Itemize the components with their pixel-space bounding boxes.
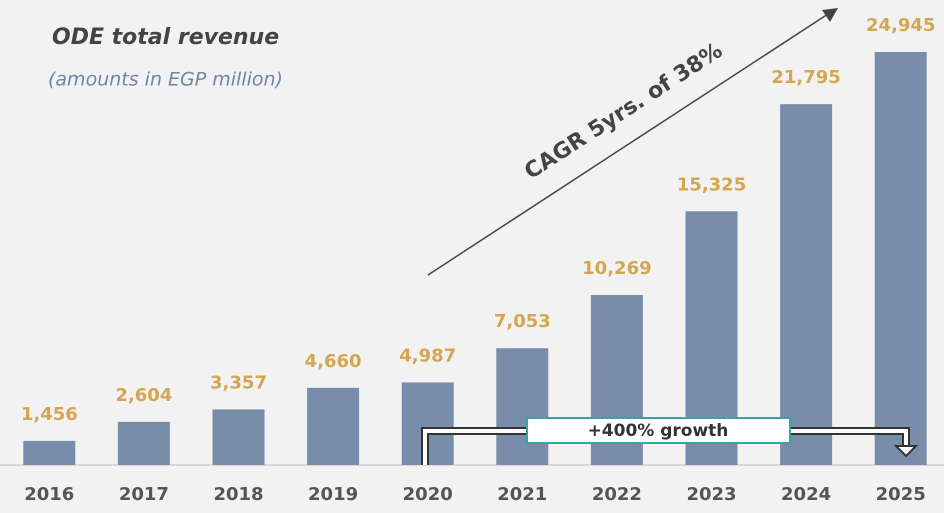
data-label: 15,325 bbox=[677, 174, 746, 195]
data-label: 21,795 bbox=[771, 67, 840, 88]
x-tick-label: 2019 bbox=[308, 484, 358, 505]
x-tick-label: 2022 bbox=[592, 484, 642, 505]
chart-title: ODE total revenue bbox=[52, 25, 279, 50]
x-tick-label: 2021 bbox=[497, 484, 547, 505]
data-label: 2,604 bbox=[115, 385, 172, 406]
x-tick-label: 2016 bbox=[24, 484, 74, 505]
growth-box bbox=[526, 417, 791, 444]
x-tick-label: 2020 bbox=[403, 484, 453, 505]
x-tick-label: 2024 bbox=[781, 484, 831, 505]
bar bbox=[874, 52, 927, 465]
bar bbox=[780, 104, 833, 465]
data-label: 24,945 bbox=[866, 15, 935, 36]
bar bbox=[212, 409, 265, 465]
bar bbox=[307, 387, 360, 465]
chart-subtitle: (amounts in EGP million) bbox=[48, 69, 283, 91]
data-label: 7,053 bbox=[494, 311, 551, 332]
data-label: 4,987 bbox=[399, 345, 456, 366]
x-tick-label: 2025 bbox=[876, 484, 926, 505]
growth-arrowhead bbox=[893, 445, 919, 458]
x-tick-label: 2023 bbox=[686, 484, 736, 505]
data-label: 10,269 bbox=[582, 258, 651, 279]
cagr-arrow bbox=[427, 13, 829, 276]
cagr-arrowhead bbox=[822, 8, 838, 22]
bar bbox=[117, 421, 170, 465]
growth-label: +400% growth bbox=[588, 421, 729, 441]
data-label: 1,456 bbox=[21, 404, 78, 425]
data-label: 3,357 bbox=[210, 372, 267, 393]
data-label: 4,660 bbox=[305, 351, 362, 372]
bar bbox=[23, 440, 76, 465]
bar bbox=[496, 348, 549, 465]
x-tick-label: 2018 bbox=[213, 484, 263, 505]
x-tick-label: 2017 bbox=[119, 484, 169, 505]
